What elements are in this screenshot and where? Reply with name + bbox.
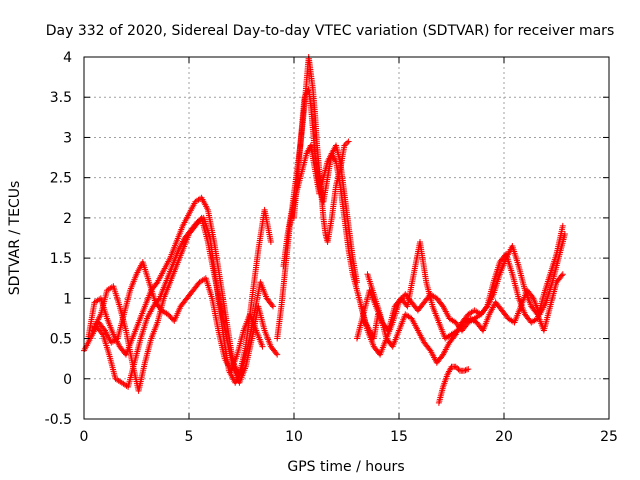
data-point — [461, 367, 468, 374]
x-tick-label: 10 — [285, 429, 303, 445]
data-point-fill — [273, 350, 280, 357]
data-point-fill — [166, 312, 173, 319]
series-track-i — [358, 243, 566, 358]
tick-layer: 0 5 10 15 20 25 -0.5 0 0.5 1 1.5 2 2.5 3 3.5 4 — [45, 50, 618, 445]
data-point-fill — [483, 304, 490, 311]
data-point-fill — [558, 272, 565, 279]
data-point — [270, 303, 276, 310]
series-track-c — [89, 259, 266, 374]
data-point-fill — [454, 365, 461, 372]
plot-frame — [83, 56, 610, 420]
y-tick-label: 3.5 — [50, 90, 72, 106]
data-point — [165, 311, 171, 318]
x-axis-title: GPS time / hours — [287, 459, 404, 475]
data-point-fill — [153, 280, 160, 287]
y-tick-label: -0.5 — [45, 412, 72, 428]
data-point-fill — [268, 302, 275, 309]
data-point-fill — [439, 302, 446, 309]
data-point-fill — [451, 332, 458, 339]
data-point — [267, 239, 274, 246]
y-tick-label: 4 — [63, 50, 72, 66]
data-point — [465, 366, 472, 373]
y-tick-label: 1 — [63, 291, 72, 307]
data-point-fill — [167, 313, 174, 320]
x-tick-label: 15 — [390, 429, 408, 445]
data-point-fill — [455, 366, 462, 373]
data-point-fill — [344, 139, 351, 146]
data-point — [559, 271, 566, 278]
x-tick-label: 0 — [80, 429, 89, 445]
data-point-fill — [463, 366, 470, 373]
x-tick-label: 25 — [600, 429, 618, 445]
y-tick-label: 3 — [63, 130, 72, 146]
series-track-d — [91, 214, 281, 394]
data-layer — [81, 54, 568, 406]
data-point-fill — [155, 296, 162, 303]
data-point-fill — [462, 367, 469, 374]
series-track-b — [85, 194, 274, 378]
series-track-g — [291, 86, 360, 286]
data-point-fill — [426, 346, 433, 353]
x-tick-label: 5 — [185, 429, 194, 445]
chart-title: Day 332 of 2020, Sidereal Day-to-day VTE… — [46, 23, 614, 39]
series-track-k — [435, 363, 472, 406]
data-point-fill — [439, 352, 446, 359]
data-point — [561, 230, 568, 237]
y-tick-label: 2.5 — [50, 171, 72, 187]
data-point — [559, 222, 566, 229]
data-point-fill — [168, 315, 175, 322]
series-track-j — [364, 222, 566, 366]
data-point — [354, 279, 360, 286]
y-tick-label: 0 — [63, 372, 72, 388]
data-point — [345, 138, 352, 145]
data-point — [274, 351, 281, 358]
data-point — [259, 343, 266, 350]
y-tick-label: 1.5 — [50, 251, 72, 267]
y-tick-label: 2 — [63, 211, 72, 227]
data-point — [452, 363, 459, 370]
x-tick-label: 20 — [495, 429, 513, 445]
data-point — [341, 142, 348, 149]
y-axis-title: SDTVAR / TECUs — [7, 181, 23, 296]
y-tick-label: 0.5 — [50, 332, 72, 348]
data-point-fill — [98, 330, 105, 337]
data-point-fill — [342, 141, 349, 148]
data-point-fill — [100, 326, 107, 333]
data-point — [301, 94, 308, 101]
